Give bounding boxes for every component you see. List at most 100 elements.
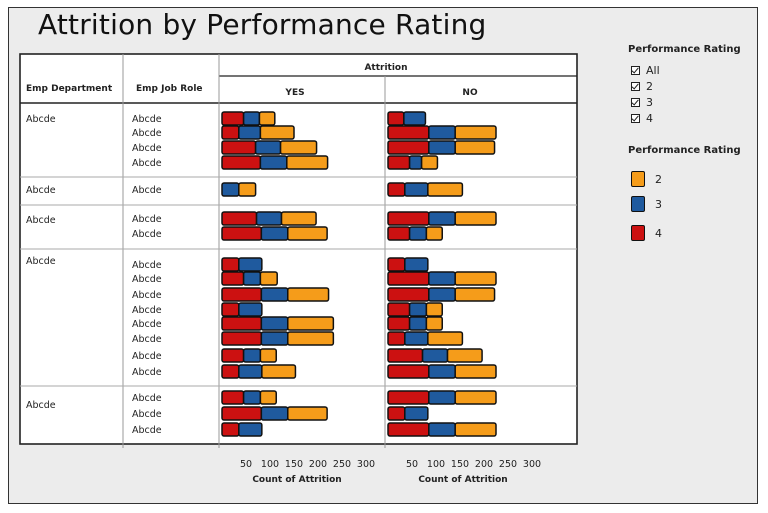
bar-yes-rating-3: [238, 125, 262, 140]
bar-yes-rating-2: [287, 331, 335, 346]
bar-yes-rating-4: [221, 302, 240, 317]
bar-yes-rating-2: [287, 226, 328, 241]
bar-yes-rating-4: [221, 257, 240, 272]
x-tick-label: 50: [240, 459, 252, 470]
bar-no-rating-4: [387, 422, 430, 437]
bar-no-rating-3: [428, 390, 456, 405]
bar-no-rating-4: [387, 348, 424, 363]
job-role-label: Abcde: [132, 334, 162, 345]
bar-yes-rating-4: [221, 226, 263, 241]
checkbox-icon[interactable]: [631, 113, 640, 123]
bar-no-rating-3: [404, 331, 429, 346]
filter-item-2[interactable]: 2: [631, 79, 653, 93]
bar-no-rating-4: [387, 257, 406, 272]
bar-yes-rating-2: [280, 211, 317, 226]
bar-yes-rating-3: [238, 302, 263, 317]
filter-label: 4: [646, 111, 653, 125]
filter-label: All: [646, 63, 660, 77]
department-label: Abcde: [26, 114, 56, 125]
bar-no-rating-2: [454, 364, 497, 379]
legend-item-3: 3: [631, 195, 662, 213]
job-role-label: Abcde: [132, 260, 162, 271]
checkbox-icon[interactable]: [631, 65, 640, 75]
x-tick-label: 200: [475, 459, 493, 470]
bar-yes-rating-2: [286, 155, 329, 170]
bar-yes-rating-3: [260, 226, 289, 241]
bar-no-rating-3: [408, 316, 428, 331]
job-role-label: Abcde: [132, 158, 162, 169]
bar-no-rating-3: [408, 155, 423, 170]
bar-no-rating-4: [387, 287, 430, 302]
filter-label: 2: [646, 79, 653, 93]
x-axis-label: Count of Attrition: [418, 475, 507, 485]
legend-title: Performance Rating: [628, 145, 741, 156]
legend-swatch: [631, 196, 645, 212]
legend-label: 2: [655, 172, 662, 186]
job-role-label: Abcde: [132, 319, 162, 330]
job-role-label: Abcde: [132, 393, 162, 404]
bar-yes-rating-3: [255, 211, 283, 226]
bar-yes-rating-4: [221, 364, 240, 379]
x-tick-label: 300: [523, 459, 541, 470]
header-panel-yes: YES: [284, 88, 304, 98]
bar-yes-rating-2: [279, 140, 318, 155]
legend-item-2: 2: [631, 170, 662, 188]
job-role-label: Abcde: [132, 229, 162, 240]
bar-no-rating-2: [446, 348, 483, 363]
bar-no-rating-4: [387, 125, 430, 140]
x-tick-label: 250: [333, 459, 351, 470]
x-tick-label: 100: [261, 459, 279, 470]
job-role-label: Abcde: [132, 351, 162, 362]
bar-no-rating-2: [454, 211, 497, 226]
bar-no-rating-2: [454, 125, 497, 140]
bar-no-rating-2: [454, 271, 497, 286]
bar-yes-rating-2: [259, 390, 277, 405]
bar-yes-rating-3: [260, 331, 289, 346]
filter-label: 3: [646, 95, 653, 109]
x-tick-label: 100: [427, 459, 445, 470]
bar-no-rating-3: [404, 182, 429, 197]
bar-no-rating-3: [421, 348, 449, 363]
bar-yes-rating-3: [242, 271, 262, 286]
filter-item-3[interactable]: 3: [631, 95, 653, 109]
bar-no-rating-3: [428, 271, 456, 286]
page-title: Attrition by Performance Rating: [38, 8, 487, 41]
filter-item-all[interactable]: All: [631, 63, 660, 77]
checkbox-icon[interactable]: [631, 81, 640, 91]
bar-no-rating-3: [428, 125, 456, 140]
department-label: Abcde: [26, 215, 56, 226]
x-tick-label: 50: [406, 459, 418, 470]
bar-yes-rating-3: [260, 287, 289, 302]
x-tick-label: 250: [499, 459, 517, 470]
bar-no-rating-3: [428, 364, 456, 379]
job-role-label: Abcde: [132, 185, 162, 196]
header-panel-no: NO: [462, 88, 478, 98]
legend-item-4: 4: [631, 224, 662, 242]
legend-label: 4: [655, 226, 662, 240]
department-label: Abcde: [26, 256, 56, 267]
bar-no-rating-3: [408, 302, 428, 317]
bar-no-rating-3: [404, 406, 429, 421]
bar-yes-rating-2: [287, 406, 328, 421]
bar-no-rating-4: [387, 226, 411, 241]
bar-no-rating-3: [404, 257, 429, 272]
bar-yes-rating-3: [254, 140, 282, 155]
bar-yes-rating-2: [261, 364, 297, 379]
department-label: Abcde: [26, 185, 56, 196]
job-role-label: Abcde: [132, 128, 162, 139]
x-tick-label: 300: [357, 459, 375, 470]
bar-yes-rating-3: [238, 257, 263, 272]
filter-title: Performance Rating: [628, 44, 741, 55]
checkbox-icon[interactable]: [631, 97, 640, 107]
bar-yes-rating-3: [221, 182, 240, 197]
header-emp-job-role: Emp Job Role: [136, 84, 203, 94]
bar-no-rating-2: [454, 287, 496, 302]
bar-yes-rating-4: [221, 211, 258, 226]
job-role-label: Abcde: [132, 425, 162, 436]
legend-swatch: [631, 171, 645, 187]
bar-yes-rating-3: [238, 364, 263, 379]
bar-yes-rating-4: [221, 348, 245, 363]
bar-no-rating-2: [454, 390, 497, 405]
filter-item-4[interactable]: 4: [631, 111, 653, 125]
